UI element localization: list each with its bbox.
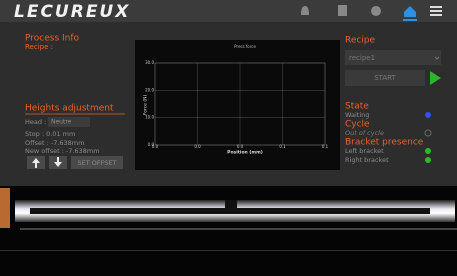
section-title: State xyxy=(345,102,369,112)
machine-part xyxy=(225,200,237,212)
info-text: New offset : -7.638mm xyxy=(25,147,100,155)
machine-area xyxy=(0,186,457,276)
y-tick-label: 20.0 xyxy=(145,87,154,92)
logo: LECUREUX xyxy=(14,2,130,22)
section-title: Bracket presence xyxy=(345,138,424,148)
dropdown-value: Neutre xyxy=(51,119,72,126)
machine-part xyxy=(0,188,10,228)
status-text: Left bracket xyxy=(345,147,384,155)
screen: LECUREUX Process Info Recipe : Heights a… xyxy=(0,0,457,276)
x-axis-label: Position (mm) xyxy=(227,150,263,156)
state-led xyxy=(425,112,431,118)
y-axis-label: Force (N) xyxy=(143,95,149,116)
info-text: Stop : 0.01 mm xyxy=(25,130,75,138)
x-tick-label: 0.0 xyxy=(194,144,201,149)
label: Recipe : xyxy=(25,43,53,51)
page: {"header": {"logo": "LECUREUX"}, "proces… xyxy=(0,0,457,276)
status-text: Right bracket xyxy=(345,156,389,164)
chart-title: Press force xyxy=(234,44,256,49)
info-text: Offset : -7.638mm xyxy=(25,139,84,147)
y-tick-label: 10.0 xyxy=(145,115,154,120)
status-text: Out of cycle xyxy=(345,129,384,137)
section-title: Process Info xyxy=(25,34,80,44)
machine-edge xyxy=(20,228,457,230)
right-led xyxy=(425,157,431,163)
x-tick-label: 0.1 xyxy=(279,144,286,149)
settings-icon[interactable] xyxy=(371,6,381,16)
section-title: Cycle xyxy=(345,120,370,130)
button-label: START xyxy=(374,74,396,82)
x-tick-label: 0.0 xyxy=(237,144,244,149)
status-text: Waiting xyxy=(345,111,369,119)
x-tick-label: 0.0 xyxy=(152,144,159,149)
label: Head : xyxy=(25,118,46,126)
y-tick-label: 30.0 xyxy=(145,60,154,65)
left-led xyxy=(425,148,431,154)
button-label: SET OFFSET xyxy=(78,159,117,167)
document-icon[interactable] xyxy=(338,5,347,16)
section-title: Recipe xyxy=(345,36,376,46)
x-tick-label: 0.1 xyxy=(322,144,329,149)
home-underline xyxy=(403,19,417,21)
machine-edge xyxy=(0,250,457,251)
menu-icon[interactable] xyxy=(430,6,442,16)
dropdown-value: recipe1 xyxy=(349,54,375,62)
section-title: Heights adjustment xyxy=(25,104,114,114)
